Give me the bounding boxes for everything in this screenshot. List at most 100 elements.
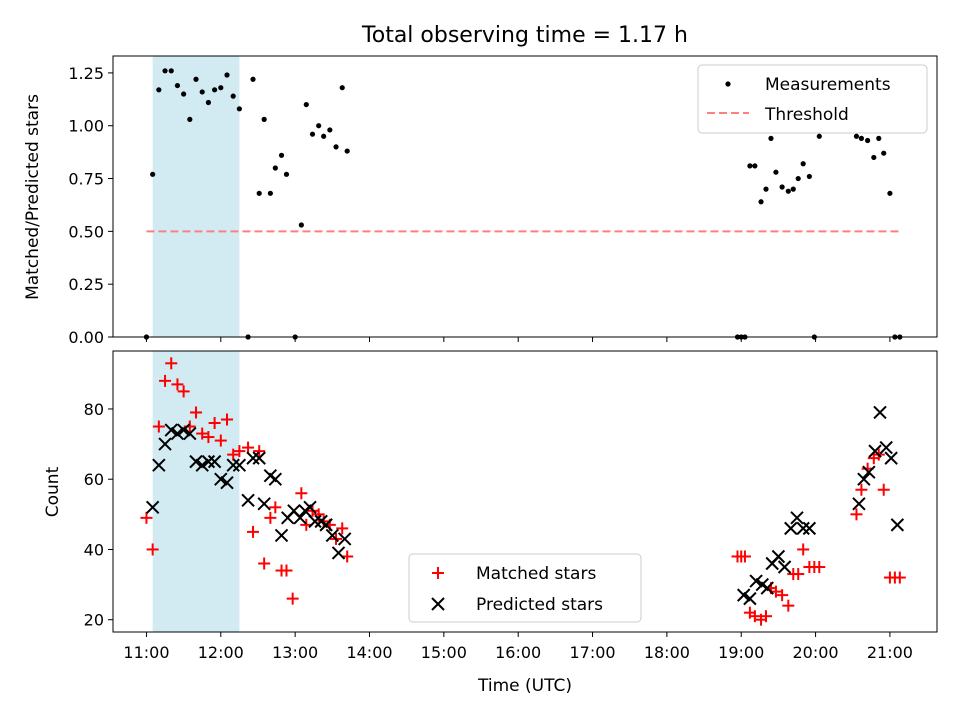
measurement-point	[187, 116, 193, 122]
bottom-y-tick-label: 40	[84, 540, 104, 559]
matched-star-point	[269, 501, 282, 514]
matched-star-point	[776, 589, 789, 602]
bottom-y-tick-label: 80	[84, 400, 104, 419]
x-tick-label: 15:00	[421, 643, 467, 662]
top-y-tick-label: 0.75	[68, 170, 104, 189]
predicted-star-point	[158, 437, 172, 451]
bottom-legend: Matched stars Predicted stars	[408, 553, 642, 623]
measurement-point	[816, 133, 822, 139]
measurement-point	[218, 85, 224, 91]
x-axis-label: Time (UTC)	[477, 676, 572, 696]
predicted-star-point	[879, 440, 893, 455]
matched-star-point	[748, 610, 761, 623]
matched-star-point	[813, 561, 826, 574]
matched-star-point	[165, 357, 178, 370]
predicted-star-point	[303, 500, 317, 515]
matched-star-point	[242, 441, 255, 454]
measurement-point	[321, 133, 327, 139]
bottom-legend-box	[408, 553, 642, 623]
predicted-star-point	[857, 472, 871, 486]
predicted-star-point	[183, 426, 197, 441]
measurement-point	[212, 87, 218, 93]
matched-star-point	[893, 571, 906, 584]
matched-star-point	[797, 543, 810, 556]
measurement-point	[156, 87, 162, 93]
measurement-point	[278, 152, 285, 158]
measurement-point	[272, 165, 278, 171]
matched-star-point	[792, 568, 805, 581]
matched-star-point	[850, 508, 863, 521]
measurement-point	[181, 91, 187, 97]
predicted-star-point	[252, 451, 266, 465]
matched-star-point	[202, 431, 215, 444]
matched-star-point	[233, 445, 246, 458]
measurement-point	[876, 135, 882, 141]
measurement-point	[309, 131, 316, 137]
x-tick-label: 21:00	[867, 643, 913, 662]
matched-star-point	[280, 564, 293, 577]
x-tick-label: 17:00	[569, 643, 615, 662]
x-tick-label: 19:00	[718, 643, 764, 662]
x-tick-label: 16:00	[495, 643, 541, 662]
legend-marker-measurements	[725, 81, 731, 87]
measurement-point	[853, 133, 860, 139]
measurement-point	[333, 144, 339, 150]
measurement-point	[747, 163, 753, 169]
x-tick-label: 13:00	[272, 643, 318, 662]
measurement-point	[316, 123, 322, 129]
predicted-star-point	[232, 458, 247, 472]
measurement-point	[790, 186, 796, 192]
top-y-tick-label: 0.00	[68, 328, 104, 347]
matched-star-point	[152, 420, 165, 433]
predicted-star-point	[736, 588, 751, 602]
predicted-star-point	[220, 476, 234, 490]
predicted-star-point	[201, 454, 216, 469]
measurement-point	[881, 150, 887, 156]
matched-star-point	[295, 487, 308, 500]
measurement-point	[230, 93, 236, 99]
matched-star-point	[286, 592, 299, 605]
measurement-point	[303, 101, 309, 108]
predicted-star-point	[868, 444, 882, 458]
matched-star-point	[140, 511, 153, 524]
matched-star-point	[177, 385, 190, 398]
matched-star-point	[738, 550, 751, 563]
predicted-star-point	[319, 518, 333, 532]
predicted-star-point	[331, 546, 346, 560]
matched-star-point	[877, 483, 890, 496]
top-y-tick-label: 0.25	[68, 275, 104, 294]
top-y-axis-label: Matched/Predicted stars	[23, 94, 43, 300]
measurement-point	[205, 99, 212, 106]
x-tick-label: 20:00	[793, 643, 839, 662]
predicted-star-point	[796, 521, 810, 536]
matched-star-point	[760, 610, 773, 623]
top-y-tick-label: 1.00	[68, 117, 104, 136]
top-legend-box	[697, 64, 928, 134]
measurement-point	[752, 163, 758, 169]
measurement-point	[763, 186, 769, 192]
predicted-star-point	[802, 521, 817, 536]
predicted-star-point	[241, 493, 255, 507]
predicted-star-point	[873, 405, 887, 420]
predicted-star-point	[293, 511, 307, 525]
matched-star-point	[171, 378, 184, 391]
predicted-star-point	[195, 458, 209, 472]
measurement-point	[236, 106, 242, 112]
matched-star-point	[196, 427, 209, 440]
predicted-star-point	[268, 472, 283, 486]
predicted-star-point	[214, 472, 228, 486]
measurement-point	[283, 171, 290, 177]
measurement-point	[193, 76, 199, 82]
predicted-star-point	[890, 518, 905, 532]
predicted-star-point	[338, 532, 352, 546]
bottom-y-tick-label: 60	[84, 470, 104, 489]
legend-label-predicted: Predicted stars	[476, 595, 603, 615]
measurement-point	[773, 169, 779, 175]
predicted-star-point	[743, 591, 757, 606]
x-tick-label: 14:00	[346, 643, 392, 662]
top-y-tick-label: 1.25	[68, 64, 104, 83]
legend-label-matched: Matched stars	[476, 564, 596, 584]
top-shade-rect	[152, 56, 240, 337]
measurement-point	[858, 135, 865, 141]
